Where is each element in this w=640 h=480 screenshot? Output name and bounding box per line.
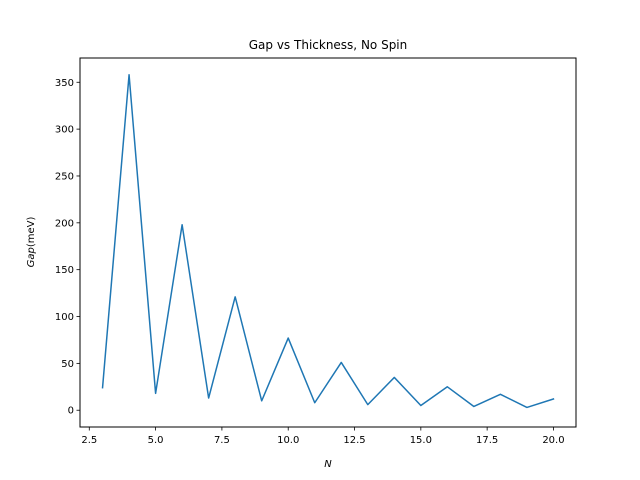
x-tick-label: 15.0	[410, 435, 432, 446]
y-tick-label: 50	[61, 359, 74, 370]
y-axis-label-unit: (meV)	[26, 217, 37, 248]
y-tick-label: 200	[55, 218, 74, 229]
y-tick-label: 250	[55, 171, 74, 182]
x-tick-label: 20.0	[542, 435, 564, 446]
y-tick-label: 300	[55, 125, 74, 136]
y-tick-label: 350	[55, 78, 74, 89]
y-axis-ticks: 0 50 100 150 200 250 300 350	[55, 78, 80, 417]
y-tick-label: 0	[68, 406, 74, 417]
y-axis-label: Gap(meV)	[26, 217, 37, 268]
axes-frame	[79, 57, 577, 428]
x-tick-label: 12.5	[343, 435, 365, 446]
x-tick-label: 7.5	[214, 435, 230, 446]
y-tick-label: 100	[55, 312, 74, 323]
y-axis-label-italic: Gap	[26, 247, 37, 267]
series-line-0	[101, 74, 555, 409]
chart-title: Gap vs Thickness, No Spin	[249, 38, 408, 52]
x-tick-label: 10.0	[277, 435, 299, 446]
y-tick-label: 150	[55, 265, 74, 276]
x-axis-ticks: 2.5 5.0 7.5 10.0 12.5 15.0 17.5 20.0	[81, 427, 565, 446]
x-tick-label: 5.0	[148, 435, 164, 446]
x-axis-label: N	[324, 459, 332, 470]
x-tick-label: 17.5	[476, 435, 498, 446]
plot-line-layer	[101, 74, 555, 409]
x-tick-label: 2.5	[81, 435, 97, 446]
